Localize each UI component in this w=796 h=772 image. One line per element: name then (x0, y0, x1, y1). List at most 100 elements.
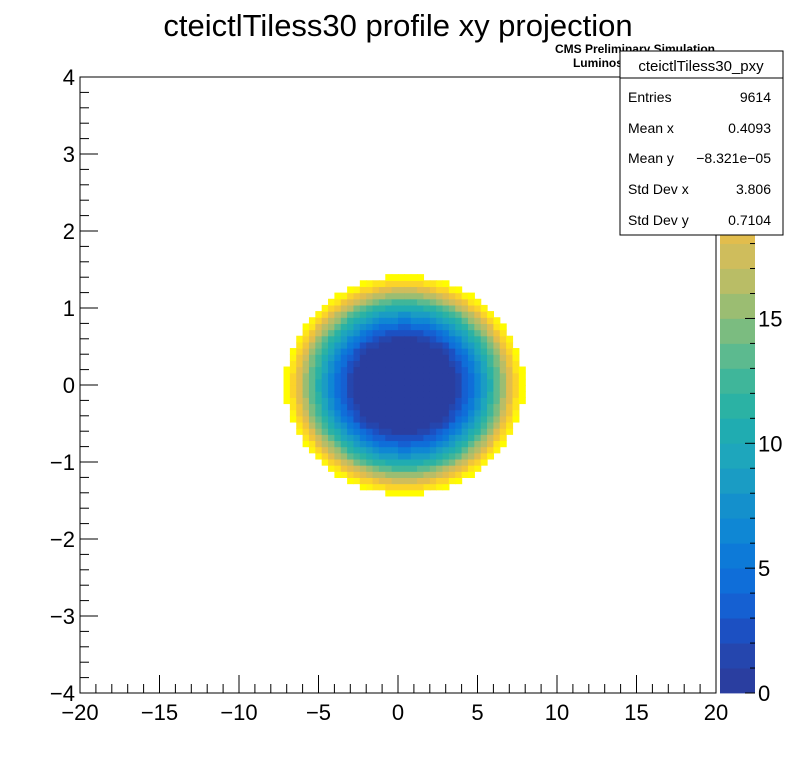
heatmap-cell (315, 403, 323, 411)
heatmap-cell (385, 452, 393, 460)
heatmap-cell (461, 329, 469, 337)
heatmap-cell (359, 372, 367, 380)
heatmap-cell (518, 385, 526, 392)
heatmap-cell (436, 385, 444, 392)
heatmap-cell (417, 292, 425, 300)
heatmap-cell (480, 458, 488, 466)
heatmap-cell (391, 329, 399, 337)
palette-swatch (720, 468, 755, 494)
heatmap-cell (404, 304, 412, 312)
heatmap-cell (423, 471, 431, 478)
heatmap-cell (410, 372, 418, 380)
heatmap-cell (378, 385, 386, 392)
heatmap-cell (480, 409, 488, 417)
y-tick-label: 2 (63, 219, 75, 244)
heatmap-cell (512, 348, 520, 355)
heatmap-cell (347, 409, 355, 417)
heatmap-cell (385, 471, 393, 478)
heatmap-cell (398, 489, 405, 497)
heatmap-cell (442, 354, 450, 361)
heatmap-cell (455, 391, 463, 398)
heatmap-cell (404, 274, 412, 281)
heatmap-cell (423, 483, 431, 491)
heatmap-cell (499, 391, 507, 398)
palette-swatch (720, 293, 755, 319)
heatmap-cell (487, 397, 494, 405)
heatmap-cell (302, 366, 310, 374)
heatmap-cell (308, 360, 316, 368)
heatmap-cell (436, 483, 444, 491)
heatmap-cell (474, 323, 482, 331)
heatmap-cell (378, 403, 386, 411)
heatmap-cell (442, 360, 450, 368)
heatmap-cell (404, 409, 412, 417)
heatmap-cell (474, 348, 482, 355)
heatmap-cell (353, 348, 361, 355)
heatmap-cell (467, 458, 475, 466)
heatmap-cell (372, 415, 380, 423)
heatmap-cell (404, 317, 412, 324)
heatmap-cell (378, 397, 386, 405)
heatmap-cell (429, 323, 437, 331)
y-tick-label: 0 (63, 373, 75, 398)
heatmap-cell (353, 452, 361, 460)
heatmap-cell (385, 440, 393, 448)
heatmap-cell (340, 372, 348, 380)
heatmap-cell (423, 403, 431, 411)
heatmap-cell (372, 298, 380, 306)
heatmap-cell (334, 434, 342, 442)
heatmap-cell (391, 360, 399, 368)
heatmap-cell (328, 421, 335, 429)
heatmap-cell (366, 304, 374, 312)
heatmap-cell (467, 341, 475, 349)
heatmap-cell (480, 452, 488, 460)
heatmap-cell (398, 366, 405, 374)
heatmap-cell (436, 446, 444, 454)
heatmap-cell (423, 360, 431, 368)
heatmap-cell (385, 403, 393, 411)
heatmap-cell (448, 354, 456, 361)
heatmap-cell (398, 348, 405, 355)
heatmap-cell (410, 428, 418, 435)
heatmap-cell (429, 397, 437, 405)
heatmap-cell (417, 440, 425, 448)
heatmap-cell (315, 341, 323, 349)
heatmap-cell (506, 378, 514, 386)
heatmap-cell (315, 421, 323, 429)
heatmap-cell (480, 317, 488, 324)
heatmap-cell (308, 403, 316, 411)
heatmap-cell (417, 452, 425, 460)
heatmap-cell (423, 372, 431, 380)
heatmap-cell (417, 403, 425, 411)
heatmap-cell (334, 452, 342, 460)
palette-swatch (720, 643, 755, 669)
heatmap-cell (423, 348, 431, 355)
heatmap-cell (308, 397, 316, 405)
heatmap-cell (512, 372, 520, 380)
heatmap-cell (385, 378, 393, 386)
heatmap-cell (499, 403, 507, 411)
heatmap-cell (417, 415, 425, 423)
heatmap-cell (378, 421, 386, 429)
heatmap-cell (334, 458, 342, 466)
heatmap-cell (321, 354, 329, 361)
heatmap-cell (391, 397, 399, 405)
heatmap-cell (417, 489, 425, 497)
heatmap-cell (474, 360, 482, 368)
heatmap-cell (499, 360, 507, 368)
heatmap-cell (353, 372, 361, 380)
heatmap-cell (391, 458, 399, 466)
heatmap-cell (321, 360, 329, 368)
heatmap-cell (328, 329, 335, 337)
heatmap-cell (404, 477, 412, 485)
heatmap-cell (385, 317, 393, 324)
heatmap-cell (340, 360, 348, 368)
heatmap-cell (448, 298, 456, 306)
z-tick-label: 5 (758, 556, 770, 581)
heatmap-cell (321, 335, 329, 343)
heatmap-cell (359, 385, 367, 392)
heatmap-cell (334, 366, 342, 374)
heatmap-cell (315, 317, 323, 324)
heatmap-cell (467, 304, 475, 312)
heatmap-cell (289, 409, 297, 417)
